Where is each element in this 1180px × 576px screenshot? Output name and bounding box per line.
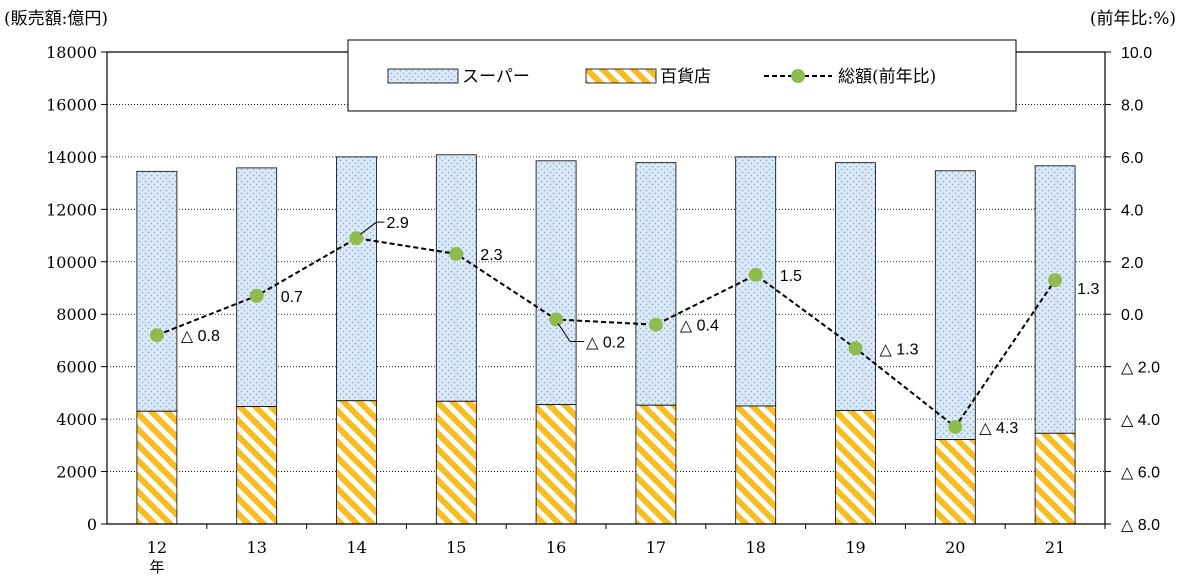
bar-dept-14 — [336, 400, 377, 525]
x-tick-labels: 12 13 14 15 16 17 18 19 20 21 年 — [147, 538, 1066, 576]
bar-super-20 — [934, 170, 976, 440]
x-tick-label: 21 — [1045, 538, 1065, 557]
bar-super-19 — [835, 162, 876, 411]
x-tick-label: 19 — [845, 538, 865, 557]
point-label: 0.7 — [281, 289, 303, 306]
bar-super-14 — [336, 156, 377, 402]
bar-dept-21 — [1034, 432, 1076, 525]
right-tick-label: 10.0 — [1121, 45, 1152, 62]
x-tick-label: 18 — [746, 538, 766, 557]
right-tick-label: 2.0 — [1121, 255, 1143, 272]
right-tick-labels: △ 8.0 △ 6.0 △ 4.0 △ 2.0 0.0 2.0 4.0 6.0 8.0 10.0 — [1121, 45, 1160, 534]
legend-line-marker — [791, 69, 805, 83]
point-label: △ 0.8 — [181, 328, 220, 345]
bar-dept-12 — [136, 410, 178, 525]
point-label: 2.9 — [387, 215, 409, 232]
point-label: 1.3 — [1077, 281, 1099, 298]
bar-dept-19 — [835, 410, 876, 525]
x-tick-label: 12 — [147, 538, 167, 557]
total-line — [156, 237, 1056, 429]
right-tick-label: 4.0 — [1121, 202, 1143, 219]
total-point-18 — [748, 267, 763, 282]
left-tick-label: 10000 — [46, 253, 97, 272]
right-tick-label: 8.0 — [1121, 97, 1143, 114]
left-tick-label: 12000 — [46, 200, 97, 219]
left-tick-labels: 0 2000 4000 6000 8000 10000 12000 14000 16000 180… — [46, 43, 97, 534]
left-axis-title: (販売額:億円) — [4, 9, 108, 29]
point-label: 2.3 — [480, 247, 502, 264]
bar-super-15 — [435, 154, 477, 402]
bars-group — [136, 154, 1076, 525]
x-tick-label: 15 — [446, 538, 466, 557]
right-tick-label: △ 2.0 — [1121, 360, 1160, 377]
legend-swatch-super — [387, 68, 459, 84]
bar-dept-16 — [535, 404, 577, 525]
right-tick-label: △ 8.0 — [1121, 517, 1160, 534]
total-point-13 — [249, 288, 264, 303]
left-tick-label: 14000 — [46, 148, 97, 167]
point-label: △ 0.2 — [586, 334, 625, 351]
point-labels-group: △ 0.8 0.7 2.9 2.3 △ 0.2 △ 0.4 1.5 △ 1.3 △ 4.3 1.3 — [181, 215, 1100, 437]
right-tick-label: 0.0 — [1121, 307, 1143, 324]
bar-super-12 — [136, 170, 178, 412]
point-label: △ 0.4 — [680, 318, 719, 335]
x-tick-label: 14 — [346, 538, 366, 557]
left-tick-label: 6000 — [56, 358, 97, 377]
right-tick-label: △ 6.0 — [1121, 465, 1160, 482]
left-tick-label: 4000 — [56, 410, 97, 429]
total-point-17 — [648, 317, 663, 332]
x-tick-label: 17 — [646, 538, 666, 557]
bar-dept-18 — [735, 405, 777, 525]
left-tick-label: 18000 — [46, 43, 97, 62]
total-point-15 — [449, 246, 464, 261]
total-point-14 — [349, 231, 364, 246]
right-axis-title: (前年比:%) — [1090, 9, 1176, 29]
left-tick-label: 2000 — [56, 463, 97, 482]
point-label: △ 1.3 — [880, 341, 919, 358]
left-tick-label: 8000 — [56, 305, 97, 324]
total-point-16 — [549, 312, 564, 327]
total-point-21 — [1048, 273, 1063, 288]
bar-dept-20 — [934, 439, 976, 525]
leader-line — [557, 323, 585, 342]
total-point-19 — [848, 341, 863, 356]
legend-label-total: 総額(前年比) — [838, 67, 936, 87]
legend-label-super: スーパー — [462, 67, 530, 87]
bar-super-17 — [635, 162, 677, 406]
leader-line — [360, 221, 385, 235]
x-tick-label: 16 — [546, 538, 566, 557]
legend: スーパー 百貨店 総額(前年比) — [347, 39, 1017, 112]
total-point-12 — [149, 328, 164, 343]
line-series-group — [149, 231, 1063, 434]
left-tick-label: 0 — [87, 515, 97, 534]
legend-box — [347, 39, 1017, 112]
point-label: 1.5 — [780, 268, 802, 285]
bar-dept-13 — [236, 406, 278, 525]
legend-label-dept: 百貨店 — [660, 67, 711, 87]
bar-super-16 — [535, 160, 577, 406]
bar-dept-17 — [635, 404, 677, 525]
total-point-20 — [948, 419, 963, 434]
left-tick-label: 16000 — [46, 95, 97, 114]
x-tick-label: 20 — [945, 538, 965, 557]
right-tick-label: △ 4.0 — [1121, 412, 1160, 429]
right-tick-label: 6.0 — [1121, 150, 1143, 167]
x-tick-label: 13 — [247, 538, 267, 557]
legend-swatch-dept — [585, 68, 657, 84]
x-unit-label: 年 — [149, 558, 164, 576]
point-label: △ 4.3 — [979, 420, 1018, 437]
bar-dept-15 — [435, 400, 477, 525]
